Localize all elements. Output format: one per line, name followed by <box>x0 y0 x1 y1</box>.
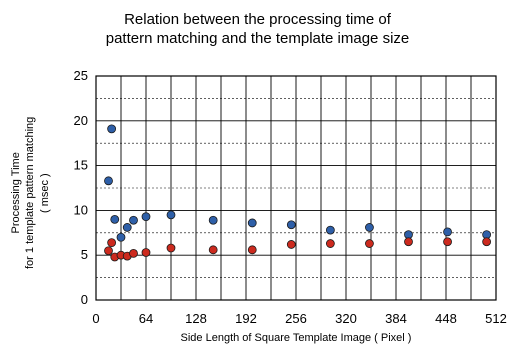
x-axis-label: Side Length of Square Template Image ( P… <box>180 332 412 344</box>
series-1-point <box>129 215 138 225</box>
y-axis-label-line-1: Processing Time <box>10 152 22 234</box>
series-2-point <box>482 237 492 247</box>
series-1-point <box>104 176 113 186</box>
series-2-point <box>365 239 374 248</box>
series-1-point <box>107 124 117 134</box>
x-tick-label: 512 <box>485 311 507 326</box>
series-1-point <box>325 225 335 235</box>
series-1-point <box>208 215 218 225</box>
y-tick-label: 5 <box>81 247 88 262</box>
x-tick-label: 192 <box>235 311 257 326</box>
x-tick-label: 384 <box>385 311 407 326</box>
series-1-point <box>122 223 132 232</box>
series-2-point <box>141 248 151 257</box>
series-2-point <box>286 240 296 249</box>
series-1-point <box>166 210 176 220</box>
y-tick-label: 25 <box>74 68 88 83</box>
x-tick-label: 64 <box>139 311 153 326</box>
series-2-point <box>208 245 218 255</box>
series-1-point <box>110 214 120 224</box>
series-1-point <box>247 218 257 228</box>
series-2-point <box>129 249 138 258</box>
y-tick-label: 20 <box>74 113 88 128</box>
chart-title: Relation between the processing time of … <box>0 10 515 48</box>
series-1-point <box>141 212 151 222</box>
series-1-point <box>443 227 452 237</box>
series-2-point <box>247 245 257 255</box>
y-axis-label-line-3: ( msec ) <box>39 173 51 213</box>
y-tick-label: 0 <box>81 292 88 307</box>
y-axis-label-line-2: for 1 template pattern matching <box>24 116 36 269</box>
y-tick-label: 10 <box>74 202 88 217</box>
series-2-point <box>404 237 413 247</box>
x-tick-label: 256 <box>285 311 307 326</box>
chart-title-line-1: Relation between the processing time of <box>124 11 391 28</box>
x-tick-label: 448 <box>435 311 457 326</box>
x-tick-label: 0 <box>92 311 99 326</box>
series-2-point <box>325 239 335 248</box>
series-2-point <box>107 238 117 248</box>
series-1-point <box>286 220 296 230</box>
chart-title-line-2: pattern matching and the template image … <box>105 30 410 47</box>
series-1-point <box>116 232 126 242</box>
series-2-point <box>104 246 113 256</box>
x-tick-label: 320 <box>335 311 357 326</box>
x-tick-label: 128 <box>185 311 207 326</box>
series-2-point <box>166 243 176 253</box>
y-axis-label: Processing Time for 1 template pattern m… <box>10 88 57 298</box>
y-tick-label: 15 <box>74 158 88 173</box>
series-1-point <box>365 223 374 232</box>
series-2-point <box>443 237 452 247</box>
